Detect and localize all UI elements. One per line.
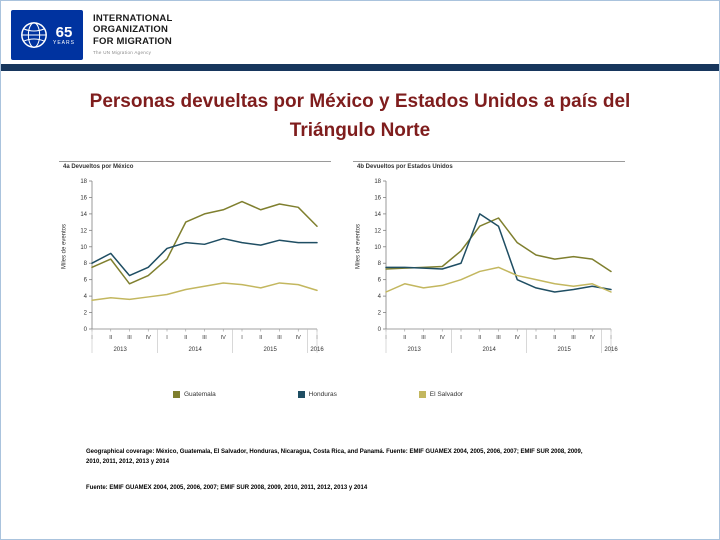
svg-text:I: I: [535, 335, 537, 341]
globe-icon: [21, 22, 47, 48]
org-name-line-2: ORGANIZATION: [93, 24, 169, 36]
svg-text:IV: IV: [440, 335, 446, 341]
legend-label-guatemala: Guatemala: [184, 391, 216, 398]
y-axis-label-mexico: Miles de eventos: [61, 223, 68, 269]
svg-text:II: II: [109, 335, 113, 341]
svg-text:18: 18: [374, 179, 381, 185]
svg-text:4: 4: [378, 294, 382, 300]
svg-text:III: III: [571, 335, 576, 341]
svg-text:4: 4: [84, 294, 88, 300]
charts-row: 4a Devueltos por México Miles de eventos…: [59, 161, 625, 367]
svg-text:2016: 2016: [310, 347, 324, 353]
chart-returns-mexico: 4a Devueltos por México Miles de eventos…: [59, 161, 331, 367]
el-salvador-swatch-icon: [418, 391, 426, 398]
footnote-coverage: Geographical coverage: México, Guatemala…: [86, 449, 583, 466]
page-title-line-1: Personas devueltas por México y Estados …: [89, 91, 631, 112]
org-tagline: The UN Migration Agency: [93, 50, 152, 56]
svg-text:14: 14: [80, 212, 87, 218]
svg-text:IV: IV: [146, 335, 152, 341]
chart-canvas-mexico: 024681012141618IIIIIIIVIIIIIIIVIIIIIIIVI…: [80, 179, 324, 353]
svg-text:I: I: [241, 335, 243, 341]
legend-item-el-salvador: El Salvador: [418, 391, 463, 398]
svg-text:2014: 2014: [188, 347, 202, 353]
svg-text:10: 10: [374, 245, 381, 251]
svg-text:18: 18: [80, 179, 87, 185]
guatemala-swatch-icon: [173, 391, 180, 398]
svg-text:10: 10: [80, 245, 87, 251]
svg-text:I: I: [166, 335, 168, 341]
svg-text:14: 14: [374, 212, 381, 218]
svg-text:II: II: [403, 335, 407, 341]
chart-body-mexico: Miles de eventos 024681012141618IIIIIIIV…: [59, 171, 331, 367]
legend-item-guatemala: Guatemala: [173, 391, 216, 398]
svg-text:IV: IV: [590, 335, 596, 341]
svg-text:2: 2: [378, 311, 382, 317]
chart-returns-usa: 4b Devueltos por Estados Unidos Miles de…: [353, 161, 625, 367]
legend-label-el-salvador: El Salvador: [429, 391, 463, 398]
legend-label-honduras: Honduras: [308, 391, 337, 398]
svg-text:2013: 2013: [113, 347, 127, 353]
chart-canvas-usa: 024681012141618IIIIIIIVIIIIIIIVIIIIIIIVI…: [374, 179, 618, 353]
svg-text:III: III: [496, 335, 501, 341]
svg-text:II: II: [259, 335, 263, 341]
svg-text:16: 16: [374, 195, 381, 201]
svg-text:II: II: [184, 335, 188, 341]
chart-title-mexico: 4a Devueltos por México: [63, 164, 134, 170]
chart-legend: Guatemala Honduras El Salvador: [173, 391, 463, 398]
page-title: Personas devueltas por México y Estados …: [1, 87, 719, 146]
svg-text:0: 0: [378, 327, 382, 333]
logo-years: 65 YEARS: [53, 25, 75, 46]
svg-text:8: 8: [84, 261, 88, 267]
chart-body-usa: Miles de eventos 024681012141618IIIIIIIV…: [353, 171, 625, 367]
org-name-line-1: INTERNATIONAL: [93, 13, 173, 24]
svg-text:16: 16: [80, 195, 87, 201]
svg-text:III: III: [127, 335, 132, 341]
honduras-swatch-icon: [297, 391, 305, 398]
footnote-source: Fuente: EMIF GUAMEX 2004, 2005, 2006, 20…: [86, 485, 368, 492]
svg-text:2016: 2016: [604, 347, 618, 353]
y-axis-label-usa: Miles de eventos: [355, 223, 362, 269]
svg-text:2: 2: [84, 311, 88, 317]
svg-text:IV: IV: [221, 335, 227, 341]
org-name: INTERNATIONAL ORGANIZATION FOR MIGRATION…: [93, 13, 172, 56]
svg-text:2014: 2014: [482, 347, 496, 353]
svg-text:2015: 2015: [263, 347, 277, 353]
svg-text:I: I: [460, 335, 462, 341]
svg-text:III: III: [421, 335, 426, 341]
svg-text:II: II: [478, 335, 482, 341]
iom-logo: 65 YEARS: [11, 10, 83, 60]
svg-text:IV: IV: [515, 335, 521, 341]
svg-text:8: 8: [378, 261, 382, 267]
svg-text:6: 6: [84, 278, 88, 284]
logo-years-word: YEARS: [53, 39, 75, 46]
chart-title-usa: 4b Devueltos por Estados Unidos: [357, 164, 453, 170]
svg-text:III: III: [277, 335, 282, 341]
header-divider-bar: [1, 64, 719, 71]
footnotes: Geographical coverage: México, Guatemala…: [86, 447, 586, 494]
svg-text:0: 0: [84, 327, 88, 333]
svg-text:II: II: [553, 335, 557, 341]
page-title-line-2: Triángulo Norte: [289, 120, 431, 142]
svg-text:6: 6: [378, 278, 382, 284]
svg-text:IV: IV: [296, 335, 302, 341]
org-name-line-3: FOR MIGRATION: [93, 35, 172, 47]
svg-text:12: 12: [374, 228, 381, 234]
legend-item-honduras: Honduras: [297, 391, 337, 398]
svg-text:III: III: [202, 335, 207, 341]
logo-years-number: 65: [55, 23, 73, 41]
svg-text:2015: 2015: [557, 347, 571, 353]
svg-text:2013: 2013: [407, 347, 421, 353]
svg-text:12: 12: [80, 228, 87, 234]
